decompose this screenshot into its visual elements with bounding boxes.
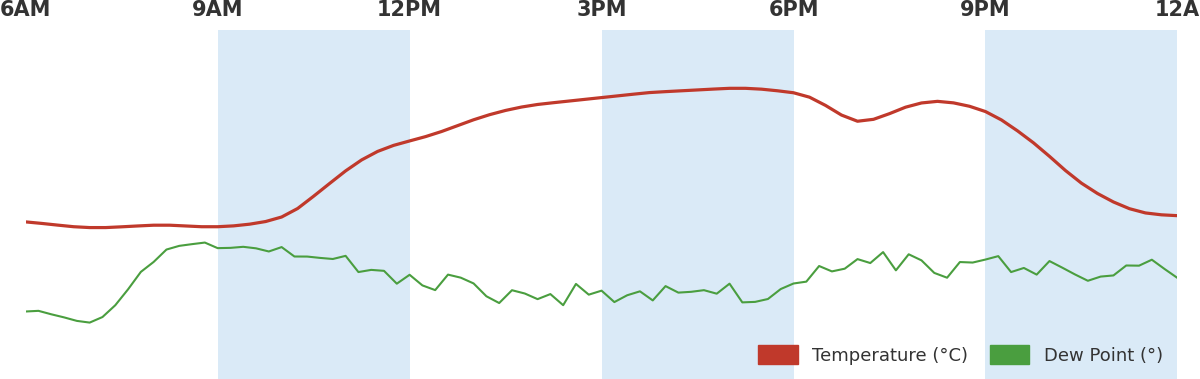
Legend: Temperature (°C), Dew Point (°): Temperature (°C), Dew Point (°): [752, 339, 1169, 370]
Bar: [25, 30, 217, 379]
Bar: [409, 30, 601, 379]
Bar: [793, 30, 985, 379]
Bar: [985, 30, 1177, 379]
Bar: [217, 30, 409, 379]
Bar: [601, 30, 793, 379]
